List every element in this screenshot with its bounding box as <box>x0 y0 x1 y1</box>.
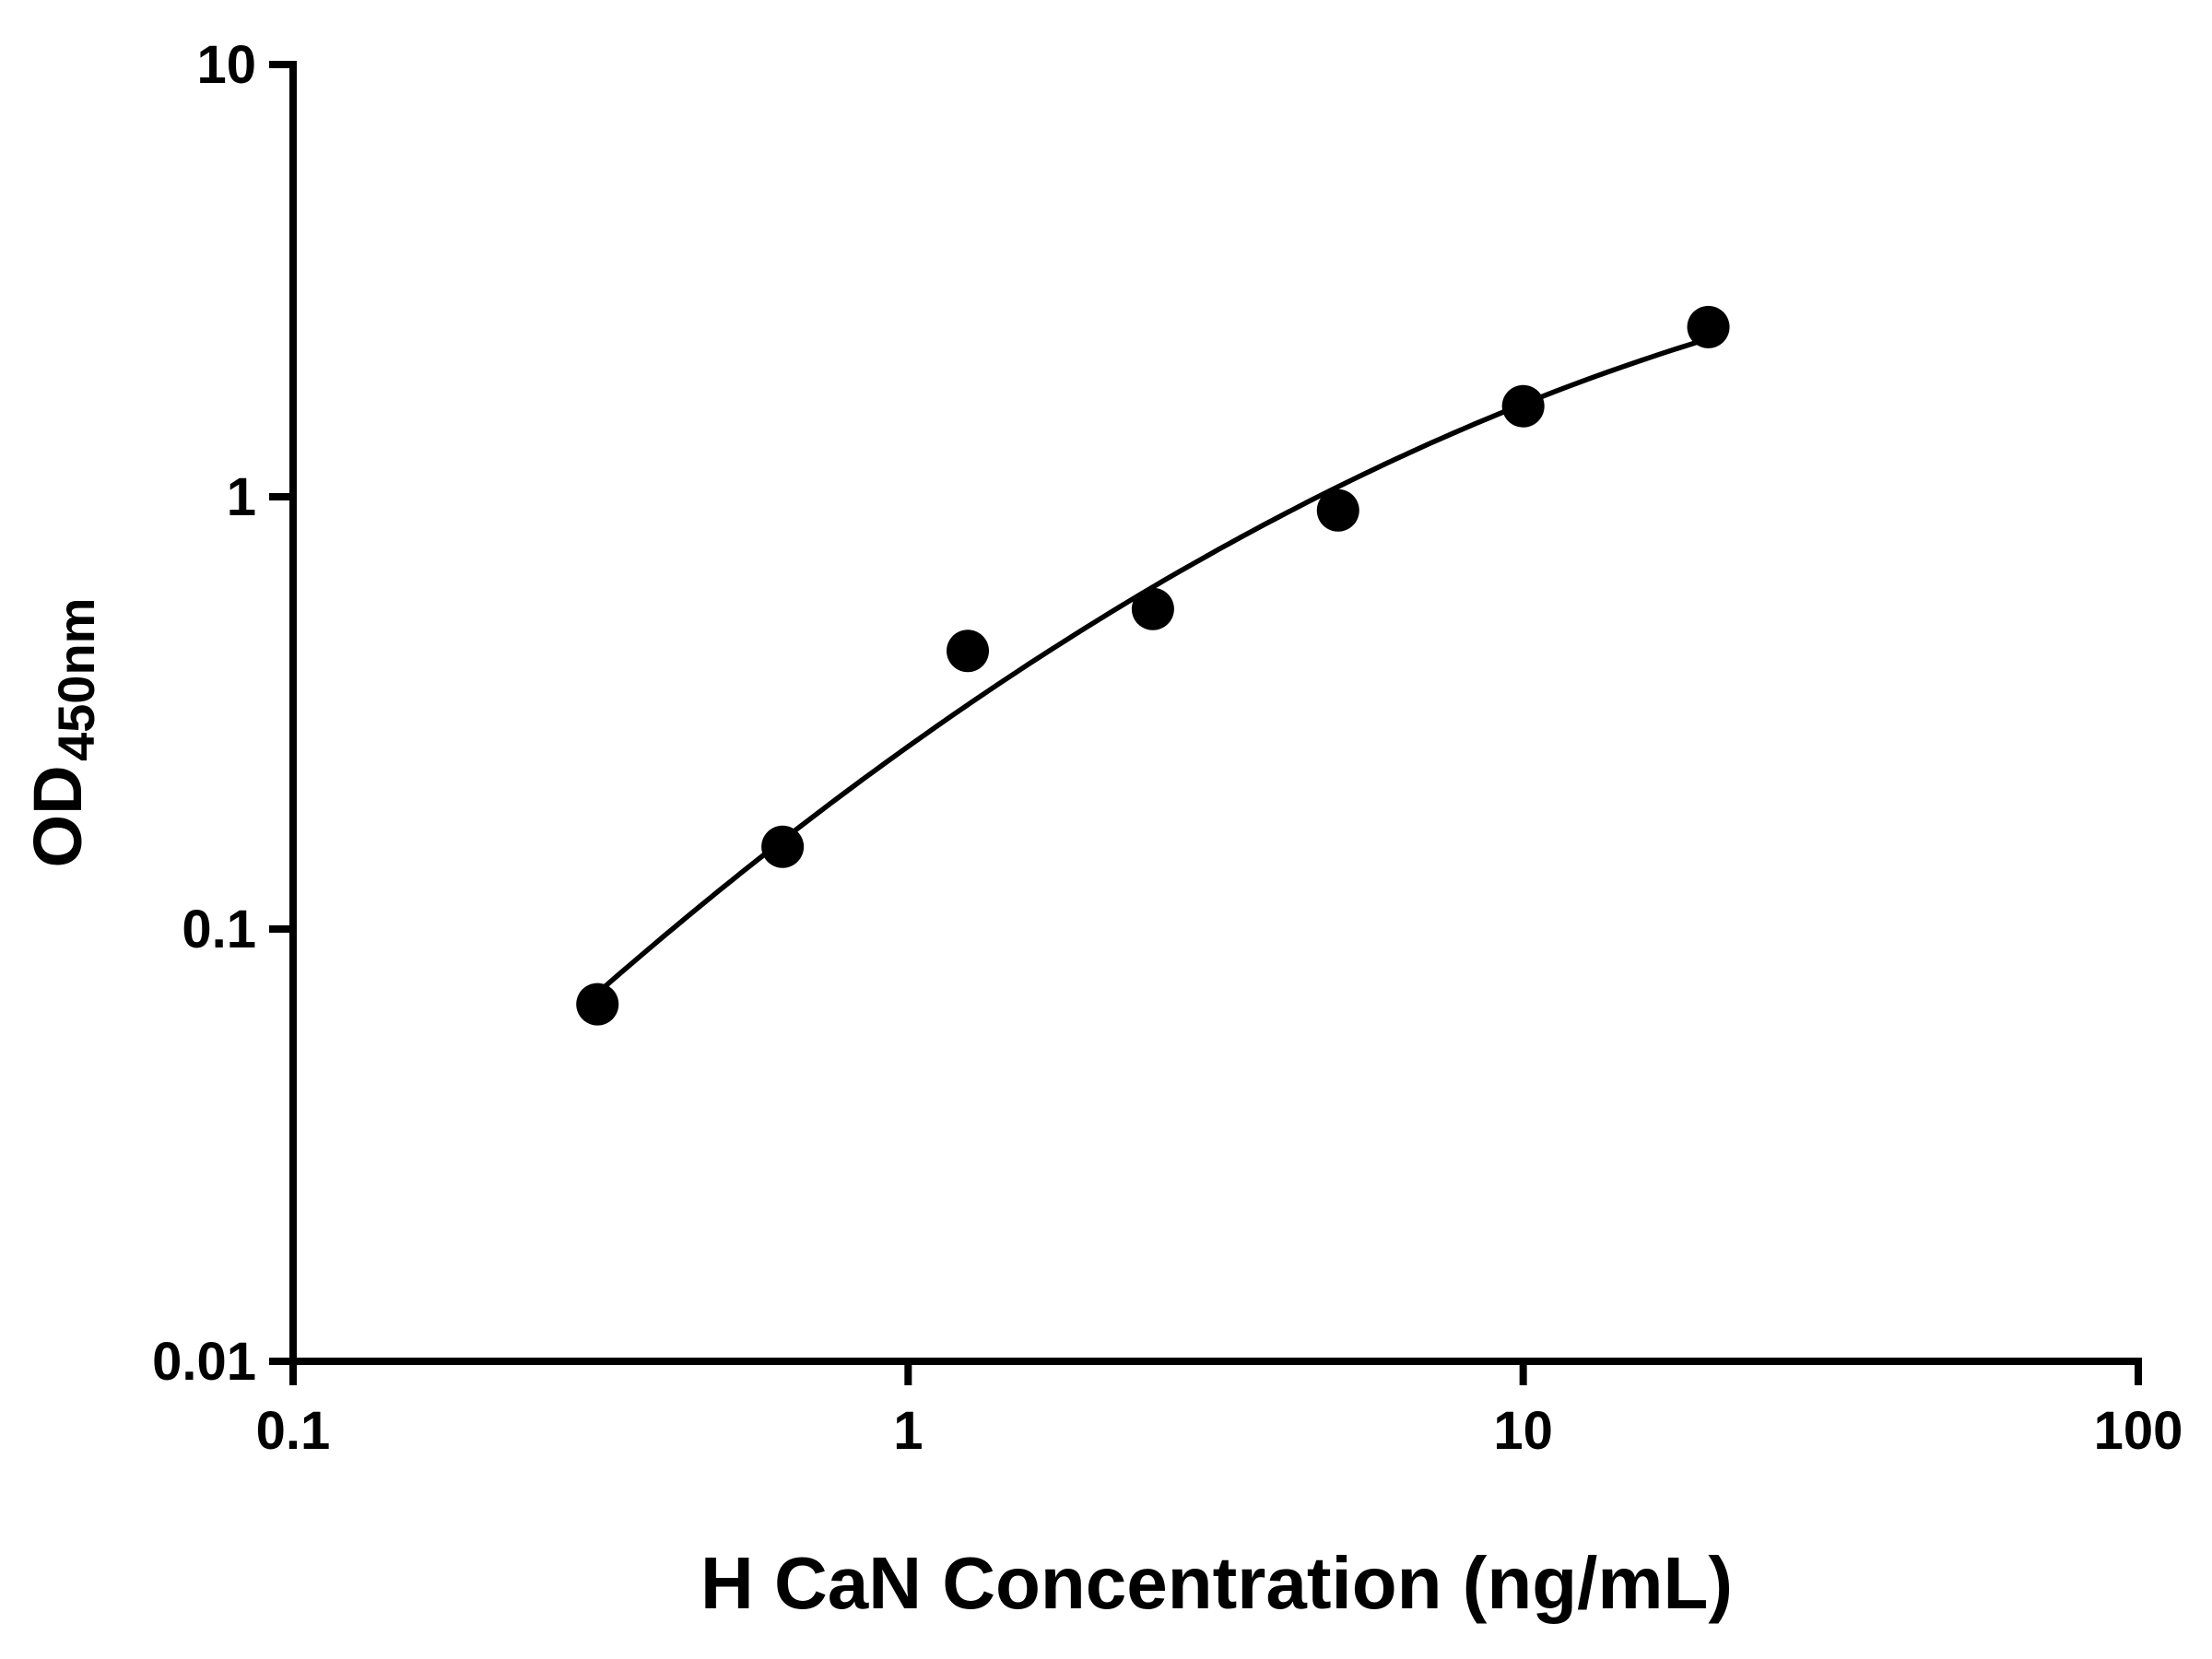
y-axis-title-subscript: 450nm <box>47 598 105 761</box>
data-point <box>1131 587 1174 630</box>
x-tick-label: 1 <box>893 1401 923 1461</box>
fit-curve <box>595 335 1710 995</box>
x-tick-label: 100 <box>2094 1401 2183 1461</box>
x-axis-title: H CaN Concentration (ng/mL) <box>700 1542 1733 1624</box>
y-tick-label: 0.1 <box>182 900 256 959</box>
data-point <box>1501 384 1545 428</box>
x-tick-label: 0.1 <box>256 1401 331 1461</box>
axis-frame <box>289 61 2142 1365</box>
data-point <box>1687 305 1730 348</box>
y-tick-label: 1 <box>227 467 256 527</box>
data-point <box>1316 488 1359 532</box>
data-series <box>576 305 1730 1026</box>
axes <box>289 61 2142 1365</box>
y-axis-ticks: 0.01 0.1 1 10 <box>152 35 293 1392</box>
data-point <box>761 825 805 868</box>
data-point <box>576 982 619 1026</box>
y-axis-title: OD 450nm <box>19 598 105 868</box>
data-point <box>947 629 990 673</box>
x-axis-ticks: 0.1 1 10 100 <box>256 1361 2183 1461</box>
y-tick-label: 0.01 <box>152 1332 256 1392</box>
fit-curve-layer <box>595 335 1710 995</box>
x-tick-label: 10 <box>1493 1401 1553 1461</box>
y-axis-title-main: OD <box>19 765 96 867</box>
y-tick-label: 10 <box>196 35 256 95</box>
